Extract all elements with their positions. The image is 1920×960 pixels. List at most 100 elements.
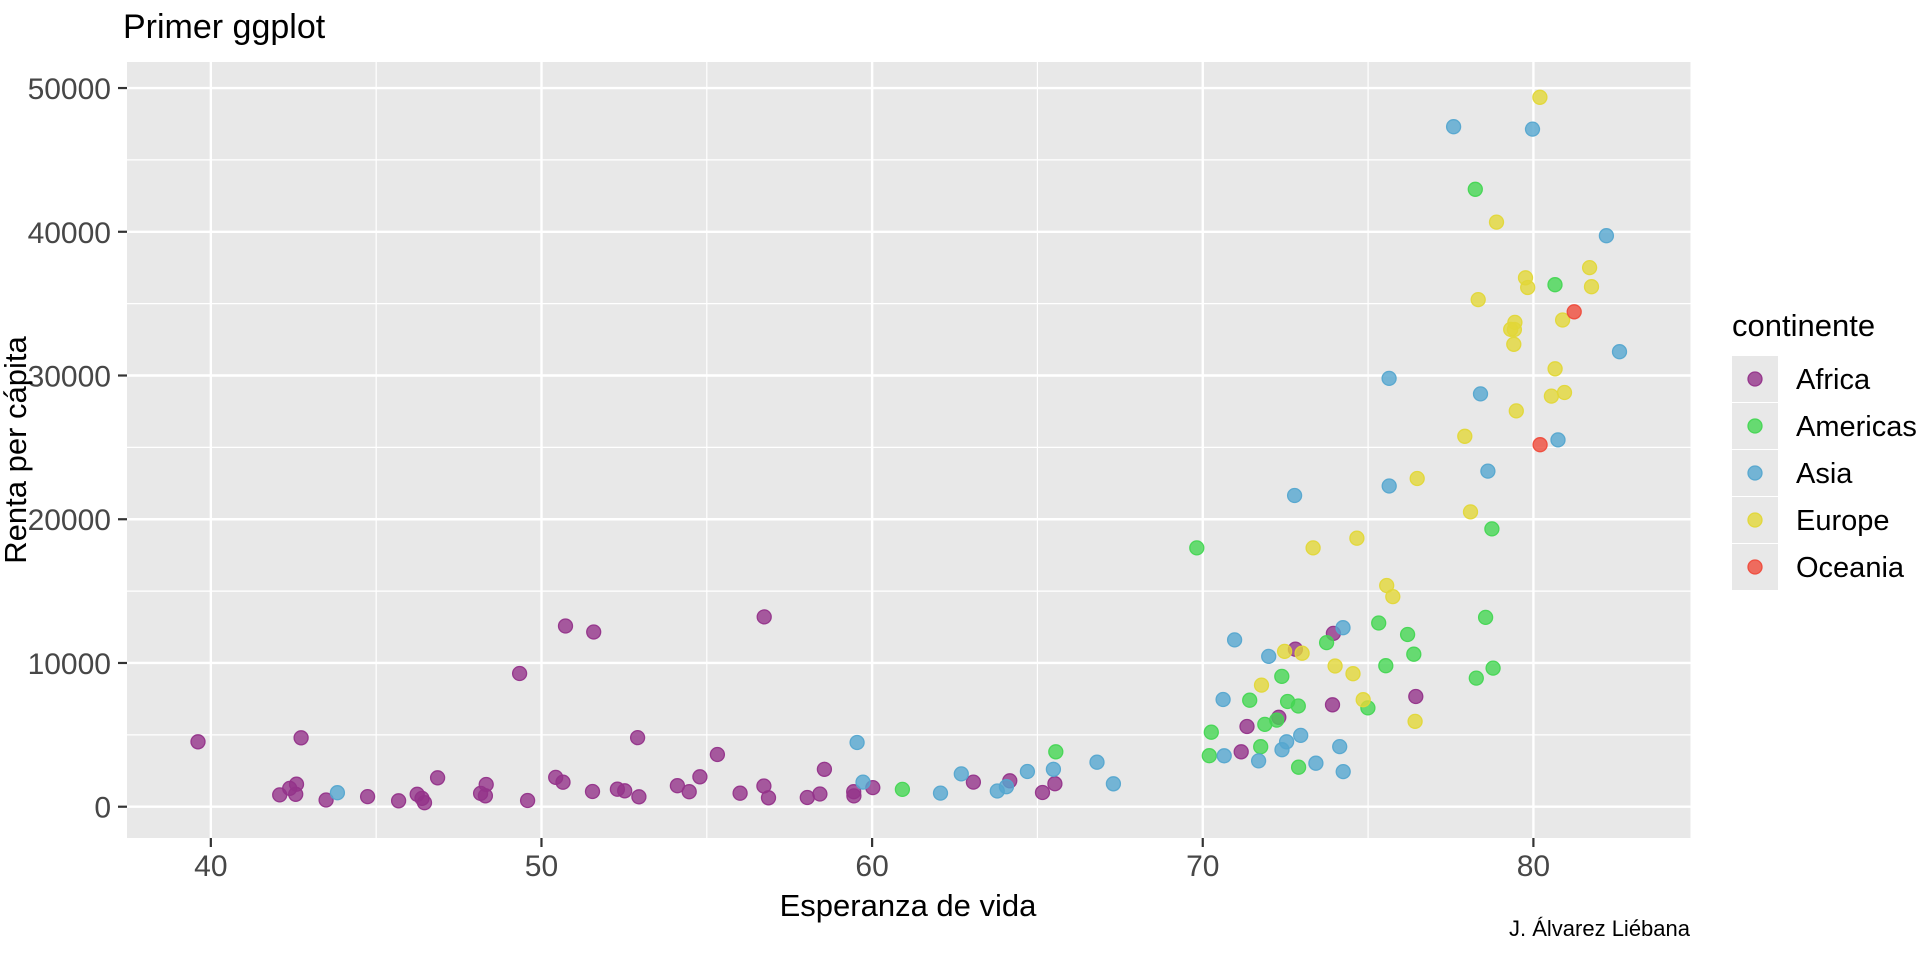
data-point <box>965 774 982 790</box>
data-point <box>953 766 969 782</box>
legend-label: Americas <box>1796 411 1917 443</box>
legend-entry-africa: Africa <box>1732 356 1871 402</box>
data-point <box>1349 530 1365 546</box>
data-point <box>472 785 489 802</box>
data-point <box>1250 753 1267 769</box>
data-point <box>1472 386 1489 402</box>
data-point <box>692 769 708 785</box>
data-point <box>1201 748 1217 764</box>
data-point <box>1408 688 1424 705</box>
data-point <box>1345 666 1361 682</box>
data-point <box>1279 693 1296 710</box>
data-point <box>1253 677 1270 693</box>
data-point <box>1485 660 1501 676</box>
data-point <box>190 734 206 750</box>
data-point <box>1215 691 1231 708</box>
data-point <box>1355 692 1371 708</box>
x-axis-title: Esperanza de vida <box>780 888 1038 923</box>
data-point <box>1378 658 1394 674</box>
legend-key-point <box>1747 418 1763 434</box>
data-point <box>812 786 828 802</box>
data-point <box>855 774 871 790</box>
data-point <box>1399 626 1416 643</box>
data-point <box>849 734 865 751</box>
data-point <box>1371 615 1387 631</box>
data-point <box>1611 344 1628 360</box>
data-point <box>1484 521 1500 537</box>
data-point <box>631 789 647 805</box>
series-asia <box>329 119 1628 801</box>
data-point <box>1581 259 1598 276</box>
y-tick-label: 0 <box>94 792 111 825</box>
data-point <box>1547 277 1563 293</box>
data-point <box>1276 643 1293 660</box>
data-point <box>329 785 346 801</box>
series-oceania <box>1532 304 1582 453</box>
data-point <box>1467 181 1483 197</box>
legend-entry-oceania: Oceania <box>1732 544 1905 590</box>
data-point <box>1089 754 1105 770</box>
data-point <box>1274 742 1290 758</box>
x-tick-label: 80 <box>1517 850 1550 883</box>
tick-label-layer: 40 50 60 70 80 0 10000 20000 30000 40000 50000 <box>28 73 1551 883</box>
data-point <box>318 792 334 808</box>
data-point <box>1045 761 1062 777</box>
panel-layer <box>127 62 1691 838</box>
data-point <box>1034 784 1051 801</box>
data-point <box>1543 388 1560 404</box>
data-point <box>1293 727 1309 744</box>
data-point <box>519 792 536 809</box>
legend-key-point <box>1747 465 1763 481</box>
y-tick-label: 30000 <box>28 361 111 394</box>
data-point <box>1335 620 1351 636</box>
data-point <box>989 783 1005 799</box>
data-point <box>1409 470 1425 487</box>
data-point <box>1308 755 1324 771</box>
data-point <box>1324 697 1341 713</box>
data-point <box>1305 540 1321 556</box>
data-point <box>409 786 425 802</box>
legend-key-point <box>1747 371 1763 387</box>
data-point <box>1583 279 1600 295</box>
panel-background <box>127 62 1691 838</box>
data-point <box>1524 121 1541 137</box>
series-africa <box>190 609 1424 811</box>
data-point <box>669 778 686 794</box>
data-point <box>1253 739 1269 755</box>
data-point <box>1233 744 1249 760</box>
data-point <box>1517 270 1534 286</box>
legend: continente Africa Americas Asia Europe Ocean… <box>1732 308 1917 590</box>
y-axis-title: Renta per cápita <box>0 336 33 564</box>
legend-title: continente <box>1732 308 1875 343</box>
data-point <box>1203 724 1219 740</box>
series-americas <box>894 181 1563 798</box>
data-point <box>586 624 602 640</box>
point-layer <box>190 89 1628 811</box>
data-point <box>1335 763 1351 780</box>
legend-key-point <box>1747 512 1763 528</box>
data-point <box>1407 713 1423 730</box>
data-point <box>1556 384 1573 401</box>
legend-key-point <box>1747 559 1763 575</box>
data-point <box>1547 361 1563 377</box>
data-point <box>1242 692 1258 708</box>
data-point <box>1470 291 1486 308</box>
legend-label: Asia <box>1796 458 1853 490</box>
data-point <box>1532 437 1548 453</box>
data-point <box>1488 214 1505 230</box>
data-point <box>894 781 911 798</box>
legend-label: Europe <box>1796 505 1890 537</box>
data-point <box>293 730 309 746</box>
legend-label: Africa <box>1796 364 1871 396</box>
grid-layer <box>127 62 1691 838</box>
data-point <box>282 780 298 797</box>
caption: J. Álvarez Liébana <box>1509 916 1691 941</box>
data-point <box>429 770 446 786</box>
data-point <box>511 665 528 682</box>
data-point <box>1327 658 1343 674</box>
data-point <box>1290 759 1307 775</box>
data-point <box>1257 716 1273 733</box>
data-point <box>1381 478 1397 494</box>
data-point <box>1379 577 1395 594</box>
